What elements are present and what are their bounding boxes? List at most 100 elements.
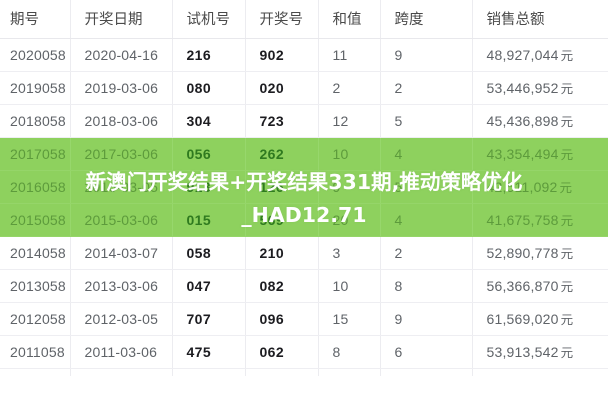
lottery-results-table: 期号 开奖日期 试机号 开奖号 和值 跨度 销售总额 2020058 2020-0… — [0, 0, 608, 376]
currency-unit: 元 — [559, 181, 573, 195]
table-header-row: 期号 开奖日期 试机号 开奖号 和值 跨度 销售总额 — [0, 0, 608, 39]
cell-total-sales: 53,913,542 元 — [472, 335, 608, 369]
cell-draw-number: 902 — [245, 38, 319, 72]
cell-span: 2 — [380, 236, 473, 270]
sales-amount: 61,569,020 — [486, 311, 559, 327]
cell-period: 2011058 — [0, 335, 71, 369]
currency-unit: 元 — [560, 148, 574, 162]
cell-draw-date: 2015-03-06 — [70, 203, 173, 237]
table-row[interactable]: 2012058 2012-03-05 707 096 15 9 61,569,020 元 — [0, 302, 608, 336]
table-row[interactable]: 2018058 2018-03-06 304 723 12 5 45,436,898 元 — [0, 104, 608, 138]
cell-period: 2020058 — [0, 38, 71, 72]
cell-sum-value: 3 — [318, 236, 381, 270]
currency-unit: 元 — [560, 247, 574, 261]
column-header-span[interactable]: 跨度 — [380, 0, 473, 39]
cell-empty — [380, 368, 473, 376]
column-header-period[interactable]: 期号 — [0, 0, 71, 39]
cell-span: 8 — [380, 269, 473, 303]
cell-span: 5 — [380, 104, 473, 138]
table-row[interactable]: 2017058 2017-03-06 056 262 10 4 43,354,494 元 — [0, 137, 608, 171]
cell-draw-number: 082 — [245, 269, 319, 303]
cell-sum-value: 8 — [318, 335, 381, 369]
cell-empty — [318, 368, 381, 376]
sales-amount: 48,927,044 — [486, 47, 559, 63]
cell-total-sales: 48,927,044 元 — [472, 38, 608, 72]
cell-total-sales: 56,366,870 元 — [472, 269, 608, 303]
cell-draw-date: 2011-03-06 — [70, 335, 173, 369]
column-header-test-number[interactable]: 试机号 — [172, 0, 246, 39]
cell-draw-date: 2012-03-05 — [70, 302, 173, 336]
column-header-sum-value[interactable]: 和值 — [318, 0, 381, 39]
table-row[interactable]: 2019058 2019-03-06 080 020 2 2 53,446,952 元 — [0, 71, 608, 105]
currency-unit: 元 — [560, 313, 574, 327]
cell-draw-number: 126 — [245, 170, 319, 204]
cell-total-sales: 61,569,020 元 — [472, 302, 608, 336]
cell-period: 2012058 — [0, 302, 71, 336]
cell-span: 4 — [380, 203, 473, 237]
cell-test-number: 216 — [172, 38, 246, 72]
cell-draw-number: 062 — [245, 335, 319, 369]
sales-amount: 41,675,758 — [486, 212, 559, 228]
cell-period: 2019058 — [0, 71, 71, 105]
currency-unit: 元 — [560, 346, 574, 360]
cell-empty — [70, 368, 173, 376]
cell-test-number: 015 — [172, 203, 246, 237]
cell-sum-value: 10 — [318, 269, 381, 303]
cell-total-sales: 45,436,898 元 — [472, 104, 608, 138]
cell-draw-date: 2020-04-16 — [70, 38, 173, 72]
cell-draw-number: 096 — [245, 302, 319, 336]
cell-span: 9 — [380, 302, 473, 336]
cell-empty — [472, 368, 608, 376]
cell-empty — [0, 368, 71, 376]
table-row[interactable]: 2016058 2016-03-05 913 126 9 5 42,511,092 元 — [0, 170, 608, 204]
cell-sum-value: 10 — [318, 137, 381, 171]
cell-total-sales: 43,354,494 元 — [472, 137, 608, 171]
cell-test-number: 913 — [172, 170, 246, 204]
cell-draw-number: 210 — [245, 236, 319, 270]
currency-unit: 元 — [560, 214, 574, 228]
column-header-draw-number[interactable]: 开奖号 — [245, 0, 319, 39]
cell-draw-number: 020 — [245, 71, 319, 105]
cell-span: 4 — [380, 137, 473, 171]
cell-period: 2016058 — [0, 170, 71, 204]
cell-test-number: 047 — [172, 269, 246, 303]
cell-span: 9 — [380, 38, 473, 72]
column-header-total-sales[interactable]: 销售总额 — [472, 0, 608, 39]
cell-test-number: 080 — [172, 71, 246, 105]
cell-total-sales: 41,675,758 元 — [472, 203, 608, 237]
cell-test-number: 056 — [172, 137, 246, 171]
table-row[interactable]: 2011058 2011-03-06 475 062 8 6 53,913,542 元 — [0, 335, 608, 369]
cell-period: 2014058 — [0, 236, 71, 270]
cell-draw-date: 2018-03-06 — [70, 104, 173, 138]
table-row[interactable]: 2014058 2014-03-07 058 210 3 2 52,890,778 元 — [0, 236, 608, 270]
cell-test-number: 058 — [172, 236, 246, 270]
cell-draw-date: 2013-03-06 — [70, 269, 173, 303]
table-row[interactable]: 2015058 2015-03-06 015 569 20 4 41,675,758 元 — [0, 203, 608, 237]
table-row[interactable]: 2013058 2013-03-06 047 082 10 8 56,366,870 元 — [0, 269, 608, 303]
currency-unit: 元 — [560, 115, 574, 129]
cell-sum-value: 11 — [318, 38, 381, 72]
sales-amount: 53,446,952 — [486, 80, 559, 96]
cell-sum-value: 12 — [318, 104, 381, 138]
cell-sum-value: 9 — [318, 170, 381, 204]
sales-amount: 42,511,092 — [486, 179, 558, 195]
cell-total-sales: 42,511,092 元 — [472, 170, 608, 204]
cell-period: 2013058 — [0, 269, 71, 303]
cell-test-number: 304 — [172, 104, 246, 138]
table-row[interactable]: 2020058 2020-04-16 216 902 11 9 48,927,044 元 — [0, 38, 608, 72]
sales-amount: 52,890,778 — [486, 245, 559, 261]
sales-amount: 53,913,542 — [486, 344, 559, 360]
cell-draw-number: 569 — [245, 203, 319, 237]
cell-empty — [172, 368, 246, 376]
cell-draw-date: 2014-03-07 — [70, 236, 173, 270]
cell-draw-number: 723 — [245, 104, 319, 138]
cell-draw-date: 2019-03-06 — [70, 71, 173, 105]
cell-draw-number: 262 — [245, 137, 319, 171]
cell-period: 2015058 — [0, 203, 71, 237]
cell-test-number: 707 — [172, 302, 246, 336]
column-header-draw-date[interactable]: 开奖日期 — [70, 0, 173, 39]
cell-empty — [245, 368, 319, 376]
cell-span: 5 — [380, 170, 473, 204]
cell-span: 2 — [380, 71, 473, 105]
